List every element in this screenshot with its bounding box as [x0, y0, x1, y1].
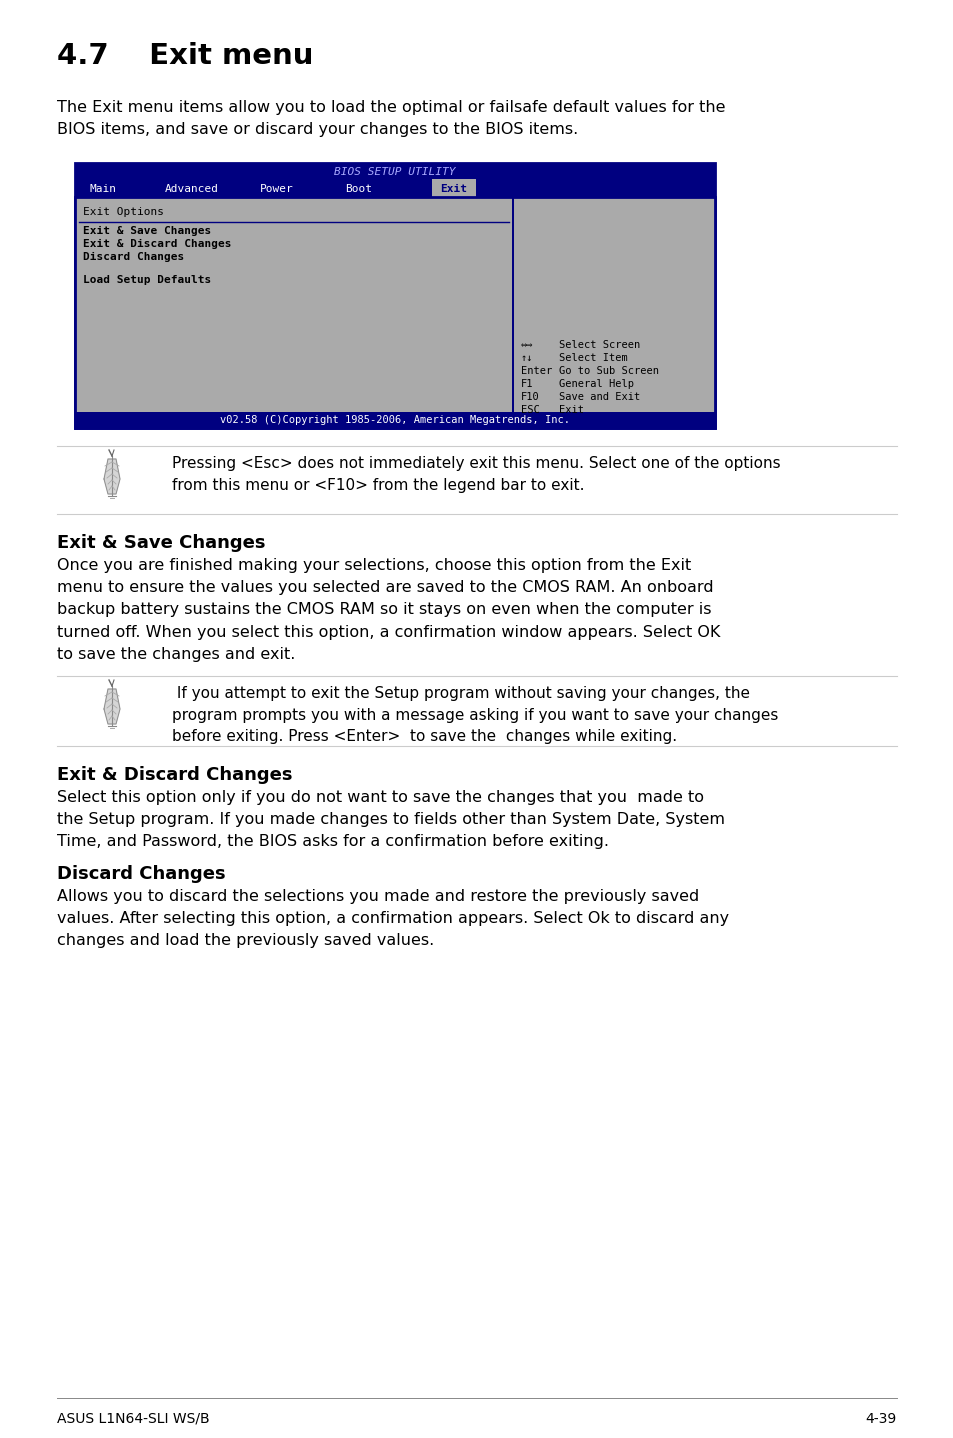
Bar	[75, 413, 714, 429]
Text: F10: F10	[520, 393, 539, 403]
Text: Select Screen: Select Screen	[558, 339, 639, 349]
Text: Once you are finished making your selections, choose this option from the Exit
m: Once you are finished making your select…	[57, 558, 720, 661]
Text: 4-39: 4-39	[864, 1412, 896, 1426]
Text: ASUS L1N64-SLI WS/B: ASUS L1N64-SLI WS/B	[57, 1412, 210, 1426]
Text: 4.7    Exit menu: 4.7 Exit menu	[57, 42, 314, 70]
Text: Boot: Boot	[345, 184, 372, 194]
Text: If you attempt to exit the Setup program without saving your changes, the
progra: If you attempt to exit the Setup program…	[172, 686, 778, 745]
Text: Select Item: Select Item	[558, 352, 627, 362]
Text: Load Setup Defaults: Load Setup Defaults	[83, 275, 211, 285]
Bar	[512, 197, 514, 429]
Text: Exit: Exit	[440, 184, 467, 194]
Text: Advanced: Advanced	[165, 184, 219, 194]
Text: F1: F1	[520, 380, 533, 390]
Text: Exit Options: Exit Options	[83, 207, 164, 217]
Text: General Help: General Help	[558, 380, 634, 390]
Text: Discard Changes: Discard Changes	[57, 866, 226, 883]
Bar	[75, 197, 714, 429]
Text: Save and Exit: Save and Exit	[558, 393, 639, 403]
Text: Go to Sub Screen: Go to Sub Screen	[558, 367, 659, 375]
Text: ↑↓: ↑↓	[520, 352, 533, 362]
Text: Exit & Save Changes: Exit & Save Changes	[83, 226, 211, 236]
Bar	[75, 162, 714, 429]
Polygon shape	[104, 689, 120, 723]
Text: ESC: ESC	[520, 406, 539, 416]
Text: Enter: Enter	[520, 367, 552, 375]
Text: Main: Main	[90, 184, 117, 194]
Bar	[75, 197, 513, 429]
Text: Select this option only if you do not want to save the changes that you  made to: Select this option only if you do not wa…	[57, 789, 724, 850]
Text: BIOS SETUP UTILITY: BIOS SETUP UTILITY	[334, 167, 456, 177]
Text: Exit & Save Changes: Exit & Save Changes	[57, 533, 265, 552]
Text: Discard Changes: Discard Changes	[83, 252, 184, 262]
Text: ⇔⇒: ⇔⇒	[520, 339, 533, 349]
Text: The Exit menu items allow you to load the optimal or failsafe default values for: The Exit menu items allow you to load th…	[57, 101, 724, 137]
Text: Allows you to discard the selections you made and restore the previously saved
v: Allows you to discard the selections you…	[57, 889, 728, 949]
Text: v02.58 (C)Copyright 1985-2006, American Megatrends, Inc.: v02.58 (C)Copyright 1985-2006, American …	[220, 416, 569, 426]
Polygon shape	[104, 459, 120, 495]
Text: Exit & Discard Changes: Exit & Discard Changes	[83, 239, 232, 249]
Bar	[513, 197, 714, 429]
Text: Pressing <Esc> does not immediately exit this menu. Select one of the options
fr: Pressing <Esc> does not immediately exit…	[172, 456, 780, 493]
Text: Exit & Discard Changes: Exit & Discard Changes	[57, 766, 293, 784]
Bar	[432, 178, 476, 197]
Text: Exit: Exit	[558, 406, 583, 416]
Text: Power: Power	[260, 184, 294, 194]
